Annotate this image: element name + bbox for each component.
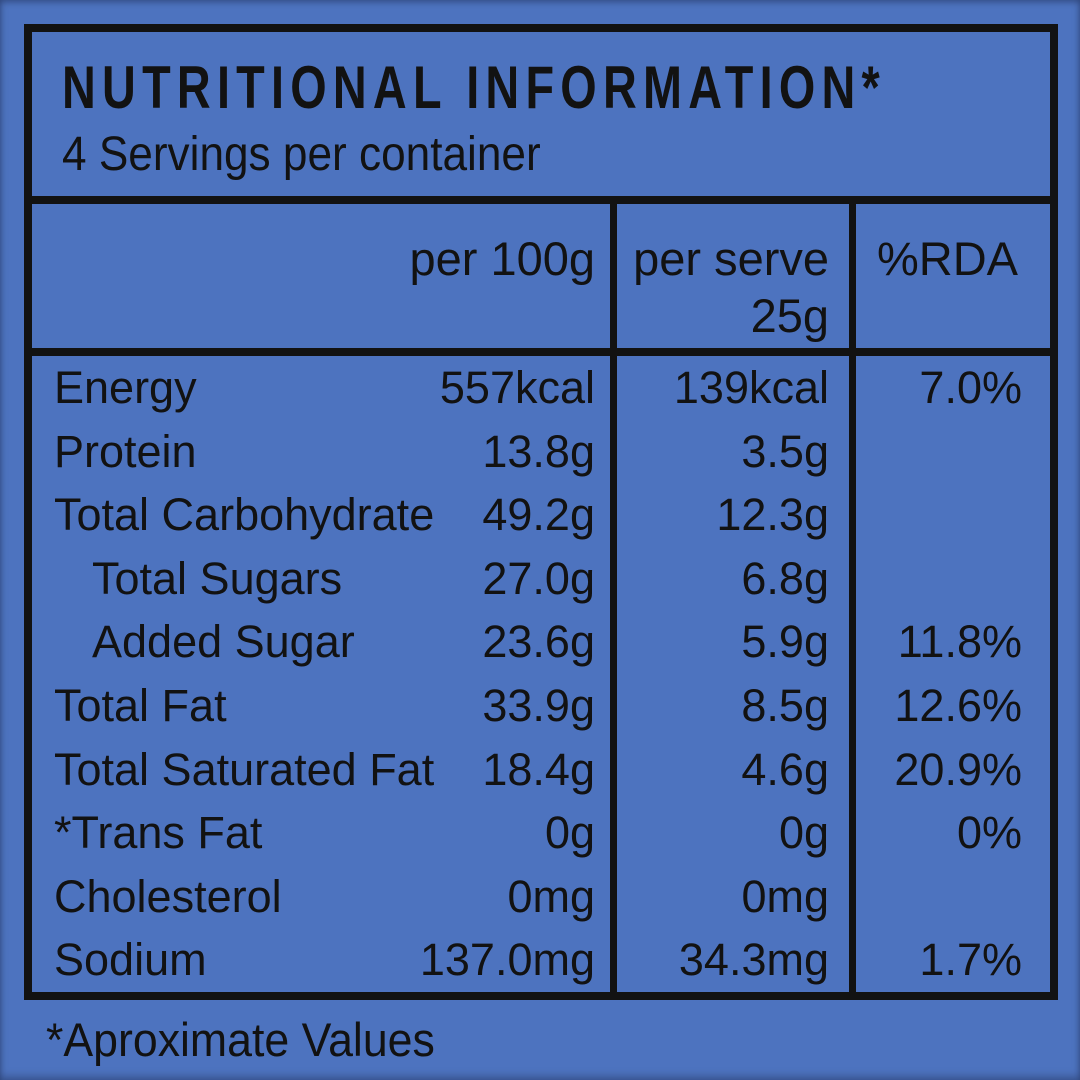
- per-serve-cell: 6.8g: [610, 546, 849, 611]
- servings-per-container: 4 Servings per container: [62, 128, 541, 181]
- nutrient-row-label-cell: Total Saturated Fat 18.4g: [32, 738, 610, 802]
- per-serve-cell: 8.5g: [610, 673, 849, 738]
- nutrition-facts-panel: NUTRITIONAL INFORMATION* 4 Servings per …: [24, 24, 1058, 1000]
- nutrient-row-label-cell: Total Carbohydrate 49.2g: [32, 483, 610, 547]
- nutrient-label: Total Sugars: [92, 552, 343, 604]
- nutrient-label: Protein: [54, 425, 197, 477]
- rda-cell: [849, 419, 1050, 484]
- per-serve-text: per serve: [633, 232, 829, 285]
- column-header-per-serve: per serve 25g: [610, 204, 849, 356]
- title-band: NUTRITIONAL INFORMATION* 4 Servings per …: [32, 32, 1050, 204]
- nutrient-row-label-cell: Added Sugar 23.6g: [32, 610, 610, 674]
- column-header-rda: %RDA: [849, 204, 1050, 356]
- per-100g-value: 0g: [544, 807, 595, 859]
- per-serve-value: 0g: [778, 807, 829, 859]
- nutrient-row-label-cell: Cholesterol 0mg: [32, 865, 610, 929]
- rda-cell: 11.8%: [849, 610, 1050, 674]
- per-100g-value: 23.6g: [482, 616, 595, 668]
- per-serve-cell: 0mg: [610, 864, 849, 929]
- rda-value: 0%: [956, 807, 1022, 859]
- per-100g-value: 137.0mg: [419, 934, 595, 986]
- per-100g-value: 557kcal: [439, 362, 595, 413]
- per-serve-cell: 0g: [610, 801, 849, 865]
- per-100g-value: 13.8g: [482, 425, 595, 477]
- rda-cell: 20.9%: [849, 737, 1050, 802]
- nutrient-label: Added Sugar: [92, 616, 355, 668]
- per-100g-value: 27.0g: [482, 552, 595, 604]
- column-header-row: per 100g per serve 25g %RDA: [32, 204, 1050, 356]
- per-serve-value: 0mg: [741, 870, 829, 922]
- nutrient-row-label-cell: Protein 13.8g: [32, 420, 610, 484]
- per-serve-value: 3.5g: [741, 425, 829, 477]
- nutrient-row-label-cell: Sodium 137.0mg: [32, 928, 610, 992]
- nutrient-row-label-cell: Total Sugars 27.0g: [32, 547, 610, 611]
- nutrient-row-label-cell: *Trans Fat 0g: [32, 801, 610, 865]
- per-serve-cell: 3.5g: [610, 419, 849, 484]
- per-serve-cell: 4.6g: [610, 737, 849, 802]
- nutrient-label: Total Fat: [54, 679, 227, 731]
- nutrient-row-label-cell: Total Fat 33.9g: [32, 674, 610, 738]
- nutrient-label: Energy: [54, 362, 197, 413]
- rda-value: 11.8%: [897, 616, 1022, 668]
- rda-cell: 12.6%: [849, 673, 1050, 738]
- rda-cell: [849, 483, 1050, 547]
- label-title: NUTRITIONAL INFORMATION*: [62, 54, 886, 121]
- rda-cell: [849, 864, 1050, 929]
- per-serve-value: 139kcal: [673, 362, 829, 413]
- per-serve-cell: 34.3mg: [610, 928, 849, 992]
- per-serve-value: 5.9g: [741, 616, 829, 668]
- per-100g-value: 49.2g: [482, 489, 595, 541]
- per-serve-cell: 139kcal: [610, 356, 849, 420]
- per-serve-value: 8.5g: [741, 679, 829, 731]
- rda-value: 1.7%: [919, 934, 1022, 986]
- per-100g-value: 18.4g: [482, 743, 595, 795]
- nutrient-label: Total Saturated Fat: [54, 743, 435, 795]
- per-serve-cell: 12.3g: [610, 483, 849, 547]
- rda-value: 12.6%: [894, 679, 1022, 731]
- nutrient-label: Sodium: [54, 934, 207, 986]
- rda-cell: 0%: [849, 801, 1050, 865]
- nutrient-label: *Trans Fat: [54, 807, 263, 859]
- per-serve-value: 6.8g: [741, 552, 829, 604]
- per-serve-value: 34.3mg: [678, 934, 829, 986]
- rda-cell: [849, 546, 1050, 611]
- per-serve-cell: 5.9g: [610, 610, 849, 674]
- per-serve-value: 12.3g: [716, 489, 829, 541]
- serve-size-text: 25g: [750, 289, 829, 342]
- rda-value: 20.9%: [894, 743, 1022, 795]
- nutrient-label: Cholesterol: [54, 870, 282, 922]
- rda-cell: 7.0%: [849, 356, 1050, 420]
- rda-cell: 1.7%: [849, 928, 1050, 992]
- column-header-per-100g: per 100g: [32, 204, 610, 356]
- nutrient-table-body: Energy 557kcal 139kcal 7.0% Protein 13.8…: [32, 356, 1050, 992]
- nutrient-row-label-cell: Energy 557kcal: [32, 356, 610, 420]
- per-serve-value: 4.6g: [741, 743, 829, 795]
- approximate-values-note: *Aproximate Values: [46, 1013, 435, 1066]
- nutrient-label: Total Carbohydrate: [54, 489, 435, 541]
- rda-value: 7.0%: [919, 362, 1022, 413]
- per-100g-value: 0mg: [507, 870, 595, 922]
- per-100g-value: 33.9g: [482, 679, 595, 731]
